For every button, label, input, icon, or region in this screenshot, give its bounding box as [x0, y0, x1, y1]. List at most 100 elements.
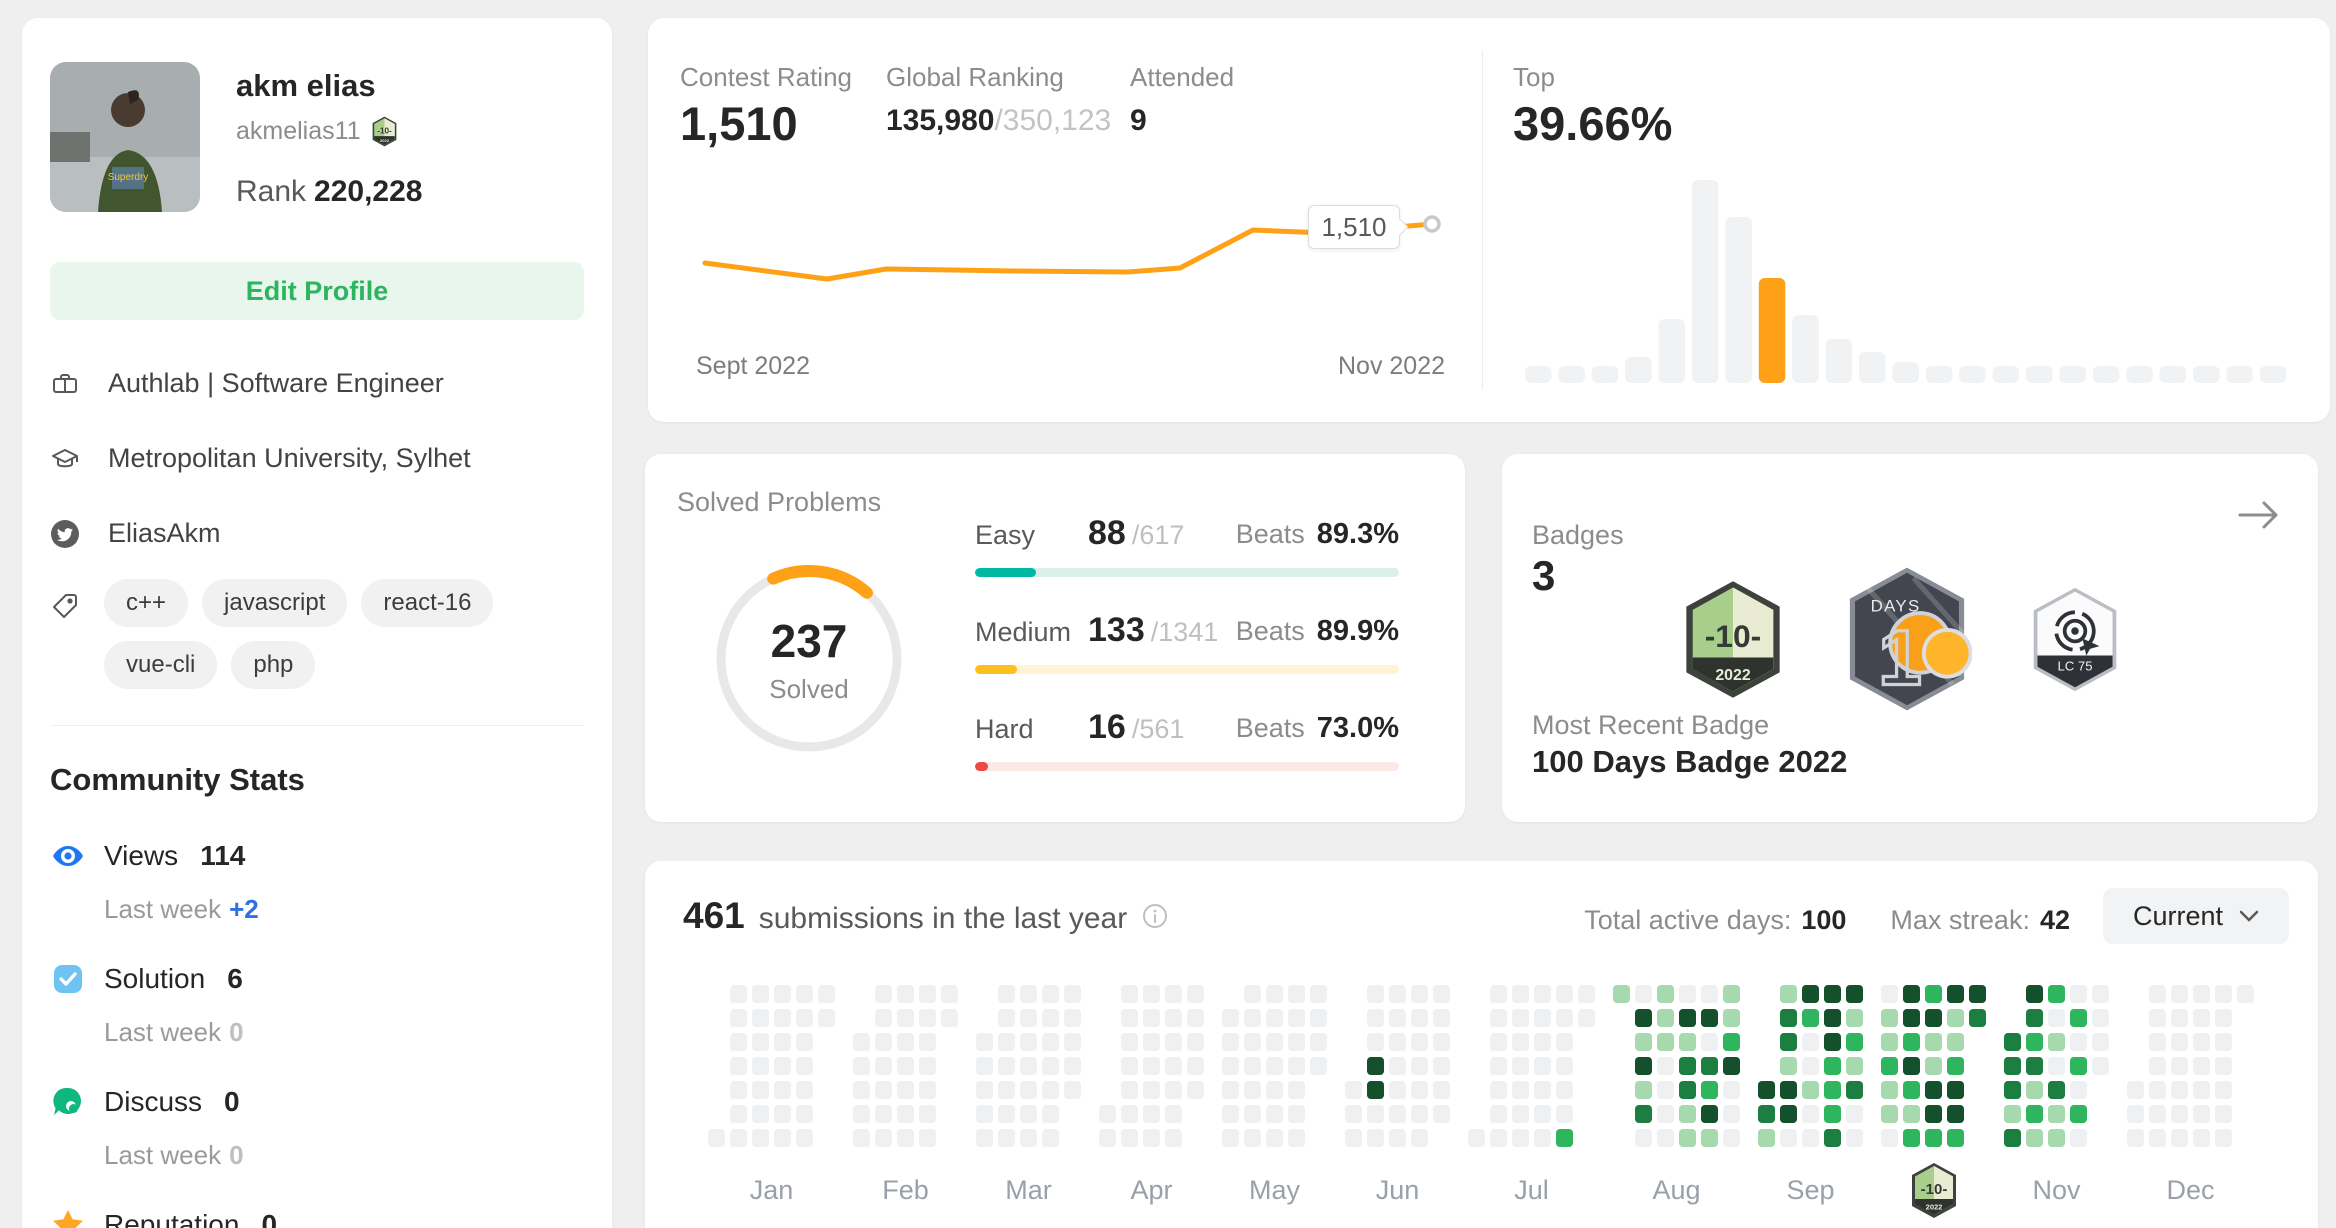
heatmap-cell[interactable] [1187, 1009, 1204, 1027]
heatmap-cell[interactable] [1723, 1033, 1740, 1051]
heatmap-cell[interactable] [875, 1081, 892, 1099]
heatmap-cell[interactable] [1846, 1129, 1863, 1147]
heatmap-cell[interactable] [1512, 1009, 1529, 1027]
heatmap-cell[interactable] [774, 1009, 791, 1027]
heatmap-cell[interactable] [1701, 985, 1718, 1003]
heatmap-cell[interactable] [1635, 1009, 1652, 1027]
heatmap-cell[interactable] [919, 1033, 936, 1051]
heatmap-cell[interactable] [1881, 1033, 1898, 1051]
heatmap-cell[interactable] [1490, 1009, 1507, 1027]
heatmap-cell[interactable] [2127, 1081, 2144, 1099]
heatmap-cell[interactable] [752, 1081, 769, 1099]
heatmap-cell[interactable] [1657, 1057, 1674, 1075]
heatmap-cell[interactable] [1433, 1105, 1450, 1123]
heatmap-cell[interactable] [730, 1105, 747, 1123]
heatmap-cell[interactable] [1723, 1105, 1740, 1123]
heatmap-cell[interactable] [897, 1057, 914, 1075]
heatmap-cell[interactable] [1244, 985, 1261, 1003]
heatmap-cell[interactable] [1824, 1105, 1841, 1123]
heatmap-cell[interactable] [853, 1033, 870, 1051]
heatmap-cell[interactable] [998, 1105, 1015, 1123]
heatmap-cell[interactable] [875, 1033, 892, 1051]
heatmap-cell[interactable] [1824, 1009, 1841, 1027]
heatmap-cell[interactable] [774, 1033, 791, 1051]
heatmap-cell[interactable] [976, 1057, 993, 1075]
heatmap-cell[interactable] [2026, 985, 2043, 1003]
heatmap-cell[interactable] [752, 1105, 769, 1123]
heatmap-cell[interactable] [998, 1129, 1015, 1147]
heatmap-cell[interactable] [1657, 1081, 1674, 1099]
heatmap-cell[interactable] [1947, 1105, 1964, 1123]
heatmap-cell[interactable] [1947, 1057, 1964, 1075]
heatmap-cell[interactable] [853, 1057, 870, 1075]
heatmap-cell[interactable] [2171, 1057, 2188, 1075]
heatmap-cell[interactable] [1903, 985, 1920, 1003]
heatmap-cell[interactable] [2048, 1033, 2065, 1051]
heatmap-cell[interactable] [2215, 1033, 2232, 1051]
heatmap-cell[interactable] [1490, 1129, 1507, 1147]
heatmap-cell[interactable] [2004, 1033, 2021, 1051]
heatmap-cell[interactable] [1556, 1081, 1573, 1099]
heatmap-cell[interactable] [1244, 1129, 1261, 1147]
heatmap-cell[interactable] [1846, 1009, 1863, 1027]
heatmap-cell[interactable] [941, 985, 958, 1003]
heatmap-cell[interactable] [1824, 1081, 1841, 1099]
heatmap-cell[interactable] [2026, 1009, 2043, 1027]
heatmap-cell[interactable] [752, 1129, 769, 1147]
skill-pill[interactable]: php [231, 641, 316, 689]
heatmap-cell[interactable] [774, 1081, 791, 1099]
heatmap-cell[interactable] [1578, 985, 1595, 1003]
heatmap-cell[interactable] [1701, 1129, 1718, 1147]
heatmap-cell[interactable] [1389, 985, 1406, 1003]
heatmap-cell[interactable] [2070, 1129, 2087, 1147]
heatmap-cell[interactable] [1824, 1057, 1841, 1075]
heatmap-cell[interactable] [1411, 1129, 1428, 1147]
heatmap-cell[interactable] [730, 1129, 747, 1147]
heatmap-cell[interactable] [1657, 985, 1674, 1003]
heatmap-cell[interactable] [919, 1009, 936, 1027]
heatmap-cell[interactable] [1758, 1081, 1775, 1099]
heatmap-cell[interactable] [1802, 985, 1819, 1003]
heatmap-cell[interactable] [1345, 1081, 1362, 1099]
heatmap-cell[interactable] [998, 1057, 1015, 1075]
heatmap-cell[interactable] [1846, 985, 1863, 1003]
heatmap-cell[interactable] [2193, 1105, 2210, 1123]
heatmap-cell[interactable] [1411, 1009, 1428, 1027]
heatmap-cell[interactable] [1266, 1033, 1283, 1051]
heatmap-cell[interactable] [1222, 1105, 1239, 1123]
heatmap-cell[interactable] [1187, 1057, 1204, 1075]
heatmap-cell[interactable] [2193, 1057, 2210, 1075]
heatmap-cell[interactable] [1187, 1033, 1204, 1051]
heatmap-cell[interactable] [998, 1009, 1015, 1027]
heatmap-cell[interactable] [1802, 1081, 1819, 1099]
heatmap-cell[interactable] [1121, 1009, 1138, 1027]
heatmap-cell[interactable] [1679, 1057, 1696, 1075]
heatmap-cell[interactable] [1121, 985, 1138, 1003]
heatmap-cell[interactable] [875, 985, 892, 1003]
twitter-row[interactable]: EliasAkm [50, 518, 584, 549]
heatmap-cell[interactable] [1411, 1081, 1428, 1099]
heatmap-cell[interactable] [1288, 1057, 1305, 1075]
heatmap-cell[interactable] [1433, 1033, 1450, 1051]
heatmap-cell[interactable] [1165, 985, 1182, 1003]
heatmap-cell[interactable] [919, 985, 936, 1003]
heatmap-cell[interactable] [2004, 1105, 2021, 1123]
heatmap-cell[interactable] [2215, 1009, 2232, 1027]
heatmap-cell[interactable] [897, 1105, 914, 1123]
heatmap-cell[interactable] [1468, 1129, 1485, 1147]
heatmap-cell[interactable] [1042, 1057, 1059, 1075]
heatmap-cell[interactable] [1534, 1129, 1551, 1147]
info-icon[interactable] [1141, 902, 1169, 930]
heatmap-cell[interactable] [1121, 1105, 1138, 1123]
heatmap-cell[interactable] [1367, 1033, 1384, 1051]
badge-lc75-icon[interactable] [2028, 586, 2122, 693]
heatmap-cell[interactable] [730, 985, 747, 1003]
heatmap-cell[interactable] [1969, 1009, 1986, 1027]
heatmap-cell[interactable] [1389, 1129, 1406, 1147]
heatmap-cell[interactable] [2070, 1057, 2087, 1075]
heatmap-cell[interactable] [2171, 985, 2188, 1003]
heatmap-cell[interactable] [1099, 1129, 1116, 1147]
heatmap-cell[interactable] [774, 1105, 791, 1123]
heatmap-cell[interactable] [730, 1009, 747, 1027]
heatmap-cell[interactable] [1512, 1057, 1529, 1075]
